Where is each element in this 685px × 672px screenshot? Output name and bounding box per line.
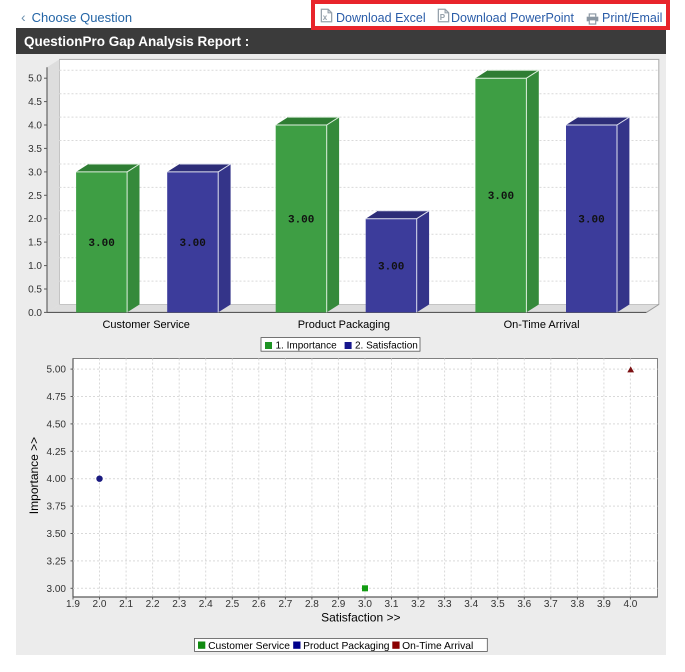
svg-text:5.0: 5.0 — [28, 74, 42, 85]
svg-text:4.00: 4.00 — [47, 474, 67, 485]
svg-text:5.00: 5.00 — [47, 365, 67, 376]
svg-text:3.3: 3.3 — [438, 599, 452, 610]
svg-text:3.8: 3.8 — [570, 599, 584, 610]
svg-text:Customer Service: Customer Service — [208, 641, 290, 652]
svg-text:3.00: 3.00 — [288, 215, 314, 227]
svg-text:x: x — [322, 13, 327, 22]
svg-text:2.5: 2.5 — [225, 599, 239, 610]
svg-text:3.6: 3.6 — [517, 599, 531, 610]
svg-text:Satisfaction >>: Satisfaction >> — [321, 611, 400, 625]
svg-text:4.50: 4.50 — [47, 419, 67, 430]
svg-text:Importance >>: Importance >> — [27, 437, 41, 514]
svg-text:2.4: 2.4 — [199, 599, 213, 610]
svg-text:0.5: 0.5 — [28, 285, 42, 296]
svg-text:2.6: 2.6 — [252, 599, 266, 610]
svg-text:3.00: 3.00 — [88, 238, 114, 250]
svg-text:3.00: 3.00 — [179, 238, 205, 250]
svg-text:3.2: 3.2 — [411, 599, 425, 610]
svg-text:3.00: 3.00 — [488, 191, 514, 203]
svg-text:2.7: 2.7 — [278, 599, 292, 610]
svg-text:Customer Service: Customer Service — [102, 319, 189, 331]
svg-text:3.5: 3.5 — [491, 599, 505, 610]
svg-text:3.00: 3.00 — [378, 261, 404, 273]
svg-text:3.1: 3.1 — [385, 599, 399, 610]
svg-text:Product Packaging: Product Packaging — [298, 319, 390, 331]
svg-text:4.5: 4.5 — [28, 97, 42, 108]
svg-text:0.0: 0.0 — [28, 308, 42, 319]
svg-text:1.9: 1.9 — [66, 599, 80, 610]
svg-text:2.1: 2.1 — [119, 599, 133, 610]
svg-text:4.75: 4.75 — [47, 392, 67, 403]
svg-text:1.0: 1.0 — [28, 261, 42, 272]
svg-text:2. Satisfaction: 2. Satisfaction — [355, 340, 418, 351]
svg-text:3.25: 3.25 — [47, 556, 67, 567]
svg-text:3.50: 3.50 — [47, 529, 67, 540]
svg-text:1. Importance: 1. Importance — [276, 340, 338, 351]
svg-text:3.0: 3.0 — [358, 599, 372, 610]
svg-text:2.3: 2.3 — [172, 599, 186, 610]
svg-text:3.7: 3.7 — [544, 599, 558, 610]
svg-text:4.0: 4.0 — [623, 599, 637, 610]
svg-text:2.0: 2.0 — [28, 214, 42, 225]
svg-text:3.4: 3.4 — [464, 599, 478, 610]
svg-text:2.2: 2.2 — [146, 599, 160, 610]
svg-text:2.9: 2.9 — [331, 599, 345, 610]
svg-text:3.00: 3.00 — [578, 215, 604, 227]
svg-text:3.75: 3.75 — [47, 502, 67, 513]
svg-text:3.0: 3.0 — [28, 167, 42, 178]
svg-text:3.9: 3.9 — [597, 599, 611, 610]
svg-text:On-Time Arrival: On-Time Arrival — [402, 641, 473, 652]
svg-text:2.0: 2.0 — [93, 599, 107, 610]
svg-text:2.5: 2.5 — [28, 191, 42, 202]
svg-text:3.00: 3.00 — [47, 584, 67, 595]
svg-text:On-Time Arrival: On-Time Arrival — [504, 319, 580, 331]
svg-text:2.8: 2.8 — [305, 599, 319, 610]
svg-text:1.5: 1.5 — [28, 238, 42, 249]
svg-text:Product Packaging: Product Packaging — [303, 641, 390, 652]
svg-text:P: P — [440, 13, 446, 22]
svg-text:4.0: 4.0 — [28, 121, 42, 132]
svg-text:3.5: 3.5 — [28, 144, 42, 155]
svg-text:4.25: 4.25 — [47, 447, 67, 458]
